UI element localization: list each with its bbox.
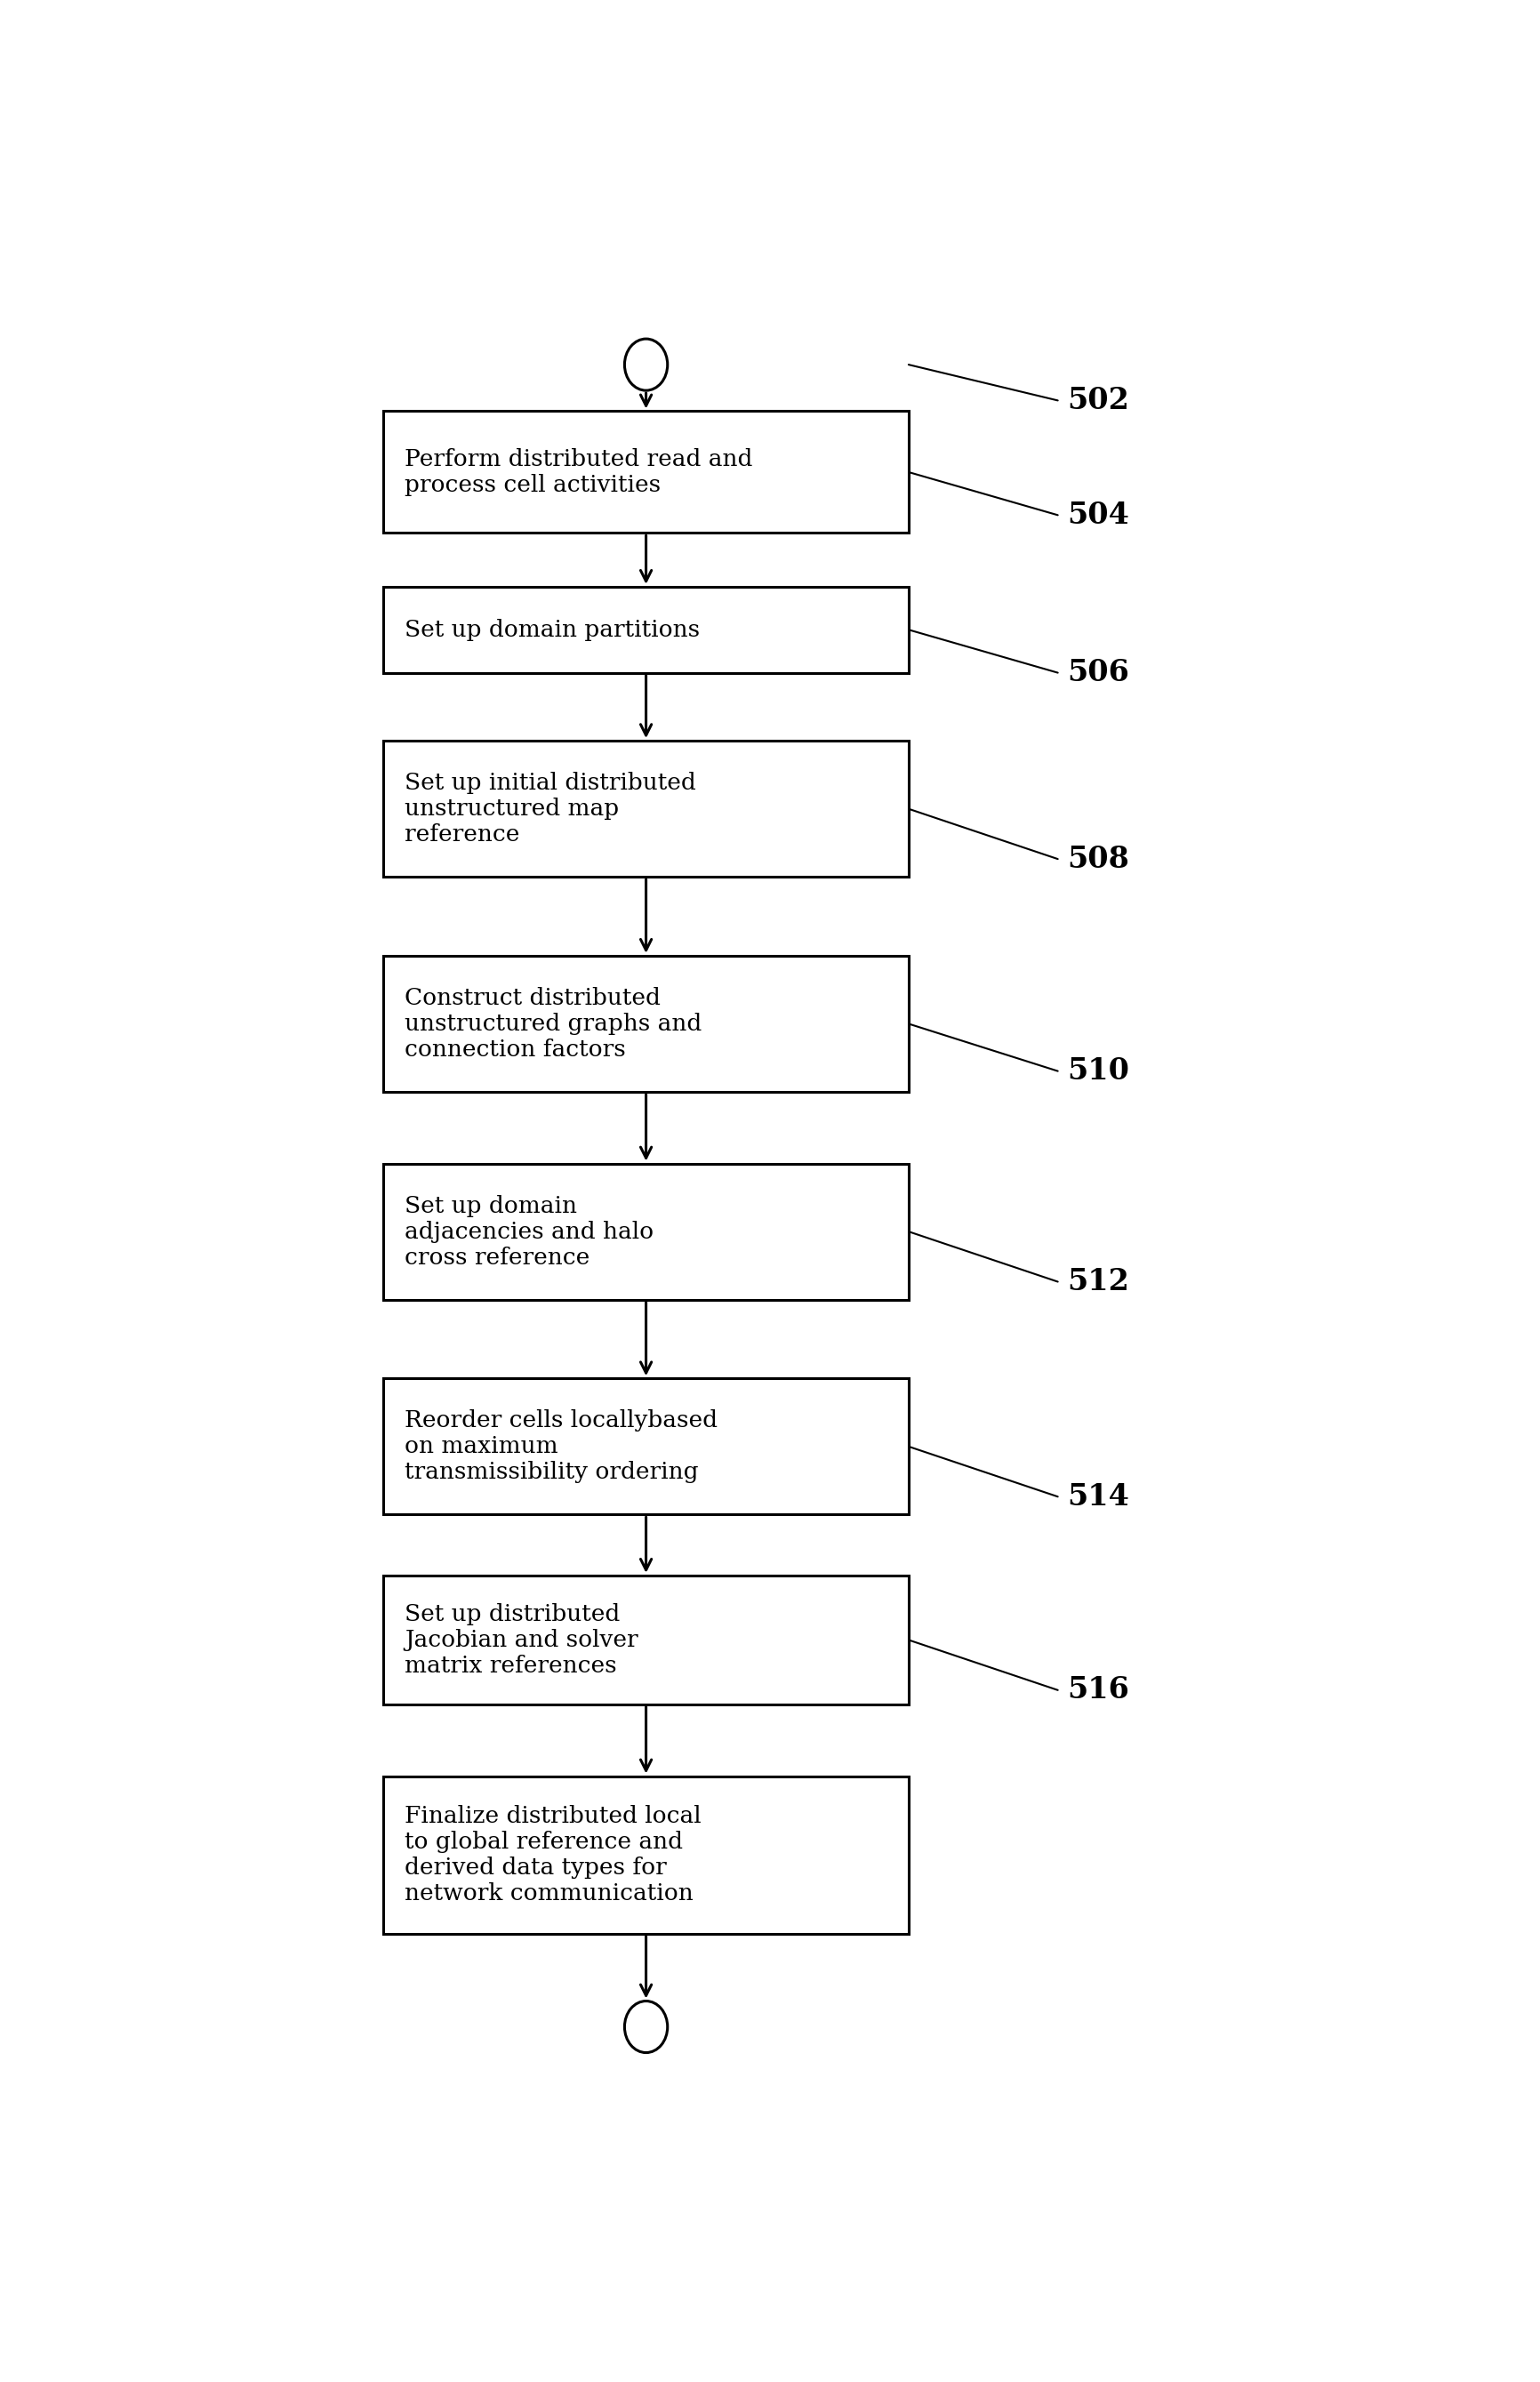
Text: Set up distributed
Jacobian and solver
matrix references: Set up distributed Jacobian and solver m… xyxy=(405,1603,639,1677)
Text: 506: 506 xyxy=(1067,657,1129,688)
Text: 502: 502 xyxy=(1067,386,1129,414)
Text: Finalize distributed local
to global reference and
derived data types for
networ: Finalize distributed local to global ref… xyxy=(405,1806,702,1906)
Text: Construct distributed
unstructured graphs and
connection factors: Construct distributed unstructured graph… xyxy=(405,986,702,1060)
Bar xyxy=(383,1777,909,1934)
Bar xyxy=(383,955,909,1091)
Bar xyxy=(383,1162,909,1301)
Text: Set up domain
adjacencies and halo
cross reference: Set up domain adjacencies and halo cross… xyxy=(405,1196,654,1270)
Text: 512: 512 xyxy=(1067,1267,1129,1296)
Text: 504: 504 xyxy=(1067,500,1129,529)
Text: Set up domain partitions: Set up domain partitions xyxy=(405,619,701,641)
Text: Reorder cells locallybased
on maximum
transmissibility ordering: Reorder cells locallybased on maximum tr… xyxy=(405,1410,718,1484)
Text: 516: 516 xyxy=(1067,1675,1129,1706)
Bar xyxy=(383,741,909,877)
Text: 510: 510 xyxy=(1067,1055,1129,1086)
Text: 508: 508 xyxy=(1067,843,1129,874)
Bar xyxy=(383,1379,909,1515)
Text: Set up initial distributed
unstructured map
reference: Set up initial distributed unstructured … xyxy=(405,772,696,846)
Bar xyxy=(383,586,909,672)
Text: Perform distributed read and
process cell activities: Perform distributed read and process cel… xyxy=(405,448,753,495)
Bar xyxy=(383,412,909,534)
Text: 514: 514 xyxy=(1067,1482,1129,1510)
Bar xyxy=(383,1575,909,1706)
